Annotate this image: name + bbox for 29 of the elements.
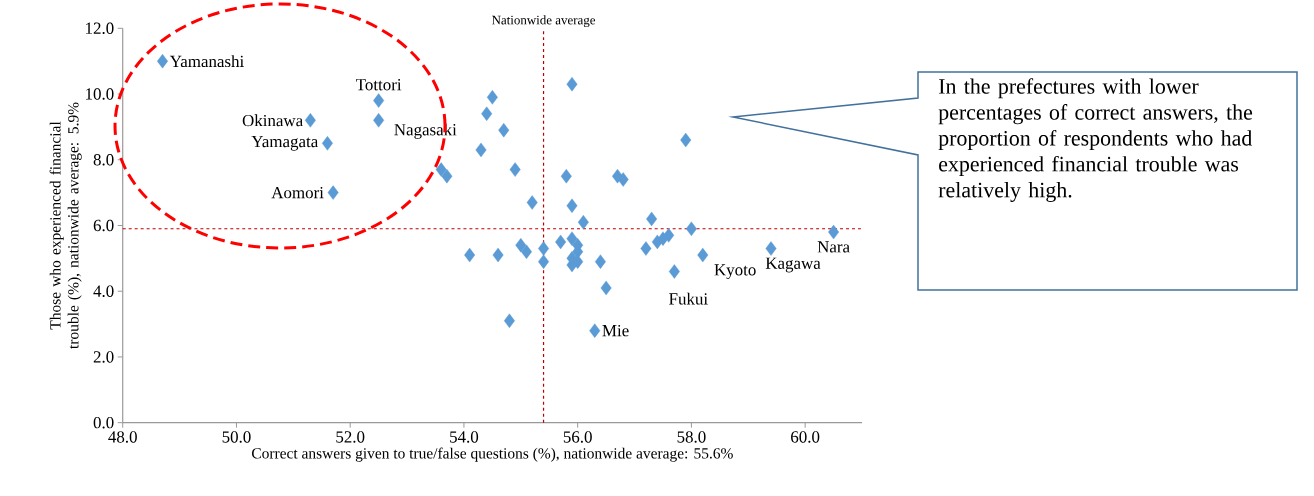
- x-tick-label: 48.0: [108, 431, 137, 443]
- annotation: Tottori: [356, 79, 402, 91]
- x-tick-label: 60.0: [791, 431, 820, 443]
- y-tick-label: 0.0: [93, 416, 114, 429]
- annotation: Nara: [817, 241, 850, 253]
- annotation: Yamanashi: [169, 55, 244, 68]
- annotation: Aomori: [271, 186, 324, 199]
- x-tick-label: 50.0: [222, 431, 251, 443]
- x-axis-title: Correct answers given to true/false questions (%), nationwide average: 55.6%: [252, 447, 733, 462]
- y-tick-label: 6.0: [93, 219, 114, 232]
- y-tick-label: 10.0: [86, 88, 114, 100]
- y-tick-label: 4.0: [93, 285, 114, 297]
- x-tick-label: 56.0: [563, 431, 592, 443]
- x-tick-label: 58.0: [677, 431, 706, 443]
- text: In the prefectures with lower percentages of correct answers, the proportion of respondents who had experienced financial trouble was relatively high.: [938, 78, 1253, 202]
- annotation: Yamagata: [251, 135, 319, 151]
- x-tick-label: 52.0: [336, 431, 365, 443]
- annotation: Nagasaki: [394, 123, 457, 139]
- annotation: Kyoto: [714, 264, 756, 280]
- x-tick-label: 54.0: [450, 431, 479, 443]
- y-tick-label: 2.0: [93, 351, 114, 363]
- ref-line-label: Nationwide average: [491, 15, 596, 28]
- annotation: Fukui: [669, 292, 708, 305]
- y-tick-label: 8.0: [93, 154, 114, 166]
- annotation: Kagawa: [765, 257, 821, 273]
- y-axis-title: Those who experienced financial trouble (%), nationwide average: 5.9%: [49, 102, 82, 349]
- annotation: Okinawa: [242, 114, 303, 127]
- y-tick-label: 12.0: [86, 22, 114, 35]
- annotation: Mie: [602, 324, 629, 337]
